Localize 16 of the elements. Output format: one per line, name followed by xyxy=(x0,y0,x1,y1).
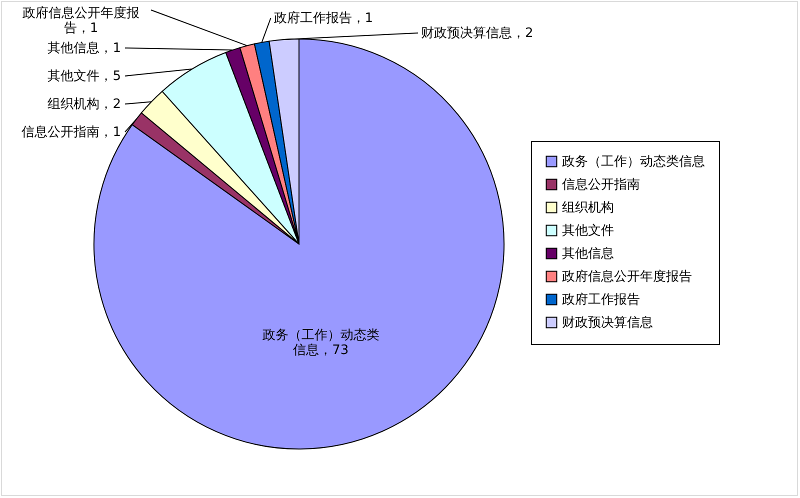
legend-label: 财政预决算信息 xyxy=(562,316,653,330)
data-label: 财政预决算信息，2 xyxy=(421,26,534,41)
legend-label: 政府信息公开年度报告 xyxy=(562,268,692,284)
legend-label: 组织机构 xyxy=(562,200,614,216)
data-label: 信息公开指南，1 xyxy=(22,125,121,140)
data-label: 其他文件，5 xyxy=(48,69,121,84)
legend-label: 信息公开指南 xyxy=(562,178,640,192)
legend-label: 其他文件 xyxy=(562,224,614,238)
legend-label: 其他信息 xyxy=(562,246,614,262)
legend-label: 政务（工作）动态类信息 xyxy=(562,154,705,170)
data-label: 政府信息公开年度报告，1 xyxy=(22,5,140,36)
data-label: 组织机构，2 xyxy=(48,97,121,112)
data-label: 政务（工作）动态类信息，73 xyxy=(262,328,380,358)
data-label: 政府工作报告，1 xyxy=(274,10,374,26)
data-label: 其他信息，1 xyxy=(48,41,121,56)
legend-label: 政府工作报告 xyxy=(562,292,640,308)
